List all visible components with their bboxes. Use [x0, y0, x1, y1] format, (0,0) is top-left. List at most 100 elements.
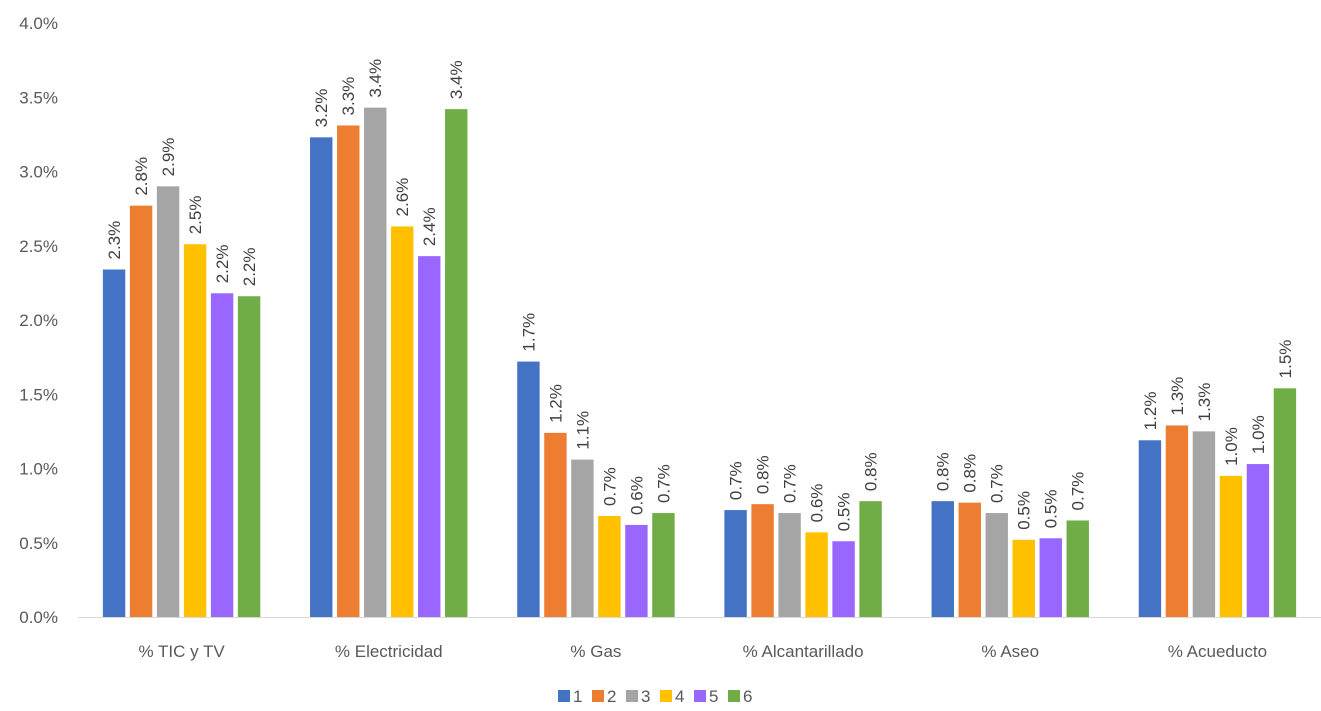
bar-series-3: [364, 107, 387, 618]
bar-series-1: [310, 137, 333, 617]
data-label: 3.4%: [366, 59, 385, 98]
bar-series-2: [337, 125, 360, 617]
legend-label: 1: [573, 687, 582, 706]
data-label: 1.3%: [1195, 383, 1214, 422]
bar-series-3: [985, 513, 1008, 617]
bar-series-2: [544, 432, 567, 617]
bar-series-5: [418, 256, 441, 617]
bar-series-5: [1039, 538, 1062, 617]
y-tick-label: 1.0%: [19, 460, 58, 479]
y-tick-label: 4.0%: [19, 14, 58, 33]
data-label: 1.0%: [1249, 415, 1268, 454]
data-label: 0.6%: [808, 484, 827, 523]
legend-swatch-3: [626, 690, 638, 702]
bar-series-6: [237, 296, 261, 617]
bar-series-1: [102, 269, 126, 617]
legend-label: 2: [607, 687, 616, 706]
data-label: 0.7%: [727, 461, 746, 500]
legend-label: 3: [641, 687, 650, 706]
data-label: 0.7%: [600, 467, 619, 506]
data-label: 2.5%: [186, 196, 205, 235]
legend-swatch-1: [558, 690, 570, 702]
y-tick-label: 3.5%: [19, 88, 58, 107]
bar-series-3: [571, 459, 594, 617]
bar-series-1: [931, 501, 954, 617]
data-label: 1.3%: [1168, 377, 1187, 416]
bar-series-6: [1273, 388, 1297, 617]
data-label: 0.8%: [934, 452, 953, 491]
data-label: 0.8%: [961, 454, 980, 493]
data-label: 2.3%: [105, 221, 124, 260]
legend-swatch-4: [660, 690, 672, 702]
data-label: 0.5%: [1015, 491, 1034, 530]
data-label: 0.7%: [988, 464, 1007, 503]
bar-series-4: [1219, 475, 1243, 617]
bar-series-5: [1246, 464, 1270, 617]
data-label: 0.5%: [1042, 490, 1061, 529]
bar-series-2: [751, 504, 774, 617]
bar-series-3: [778, 513, 801, 617]
data-label: 0.7%: [781, 464, 800, 503]
data-label: 2.6%: [393, 178, 412, 217]
category-label: % Gas: [570, 642, 621, 661]
y-tick-label: 0.0%: [19, 608, 58, 627]
y-tick-label: 3.0%: [19, 163, 58, 182]
category-label: % Acueducto: [1168, 642, 1267, 661]
y-tick-label: 2.0%: [19, 311, 58, 330]
data-label: 1.0%: [1222, 427, 1241, 466]
bar-series-5: [625, 524, 648, 617]
data-label: 3.2%: [312, 89, 331, 128]
data-label: 2.8%: [132, 157, 151, 196]
legend-label: 5: [709, 687, 718, 706]
legend-label: 6: [743, 687, 752, 706]
bar-series-4: [391, 226, 414, 617]
bar-series-4: [598, 516, 621, 617]
data-label: 2.2%: [213, 245, 232, 284]
data-label: 0.6%: [627, 476, 646, 515]
category-label: % TIC y TV: [138, 642, 225, 661]
data-label: 0.8%: [862, 452, 881, 491]
bar-series-4: [1012, 539, 1035, 617]
y-axis-ticks: 0.0% 0.5% 1.0% 1.5% 2.0% 2.5% 3.0% 3.5% 4.0%: [19, 14, 58, 627]
data-label: 1.2%: [1141, 392, 1160, 431]
y-tick-label: 1.5%: [19, 385, 58, 404]
data-label: 1.5%: [1276, 340, 1295, 379]
legend: 1 2 3 4 5 6: [558, 687, 752, 706]
category-label: % Aseo: [981, 642, 1039, 661]
data-label: 1.1%: [573, 411, 592, 450]
bar-series-6: [652, 513, 675, 617]
bars: [102, 107, 1297, 618]
legend-swatch-6: [728, 690, 740, 702]
legend-swatch-5: [694, 690, 706, 702]
data-label: 0.8%: [754, 455, 773, 494]
data-label: 2.2%: [240, 247, 259, 286]
y-tick-label: 2.5%: [19, 237, 58, 256]
data-label: 1.7%: [519, 313, 538, 352]
data-labels: 2.3% 2.8% 2.9% 2.5% 2.2% 2.2% 3.2% 3.3% 3.4% 2.6%…: [105, 59, 1295, 531]
data-label: 3.3%: [339, 77, 358, 116]
bar-series-5: [832, 541, 855, 617]
bar-series-1: [1138, 440, 1162, 617]
bar-series-1: [517, 361, 540, 617]
bar-series-6: [1066, 520, 1089, 617]
legend-label: 4: [675, 687, 684, 706]
bar-series-5: [210, 293, 234, 617]
category-label: % Electricidad: [335, 642, 443, 661]
legend-swatch-2: [592, 690, 604, 702]
bar-series-4: [805, 532, 828, 617]
bar-series-2: [958, 502, 981, 617]
data-label: 0.7%: [1069, 472, 1088, 511]
bar-series-6: [445, 109, 468, 617]
x-axis-categories: % TIC y TV % Electricidad % Gas % Alcantari…: [138, 642, 1267, 661]
data-label: 2.4%: [420, 207, 439, 246]
bar-series-3: [156, 186, 180, 617]
bar-series-2: [129, 205, 153, 617]
data-label: 0.5%: [835, 493, 854, 532]
bar-series-6: [859, 501, 882, 617]
data-label: 0.7%: [654, 464, 673, 503]
data-label: 2.9%: [159, 138, 178, 177]
bar-series-3: [1192, 431, 1216, 617]
bar-series-1: [724, 510, 747, 617]
y-tick-label: 0.5%: [19, 534, 58, 553]
